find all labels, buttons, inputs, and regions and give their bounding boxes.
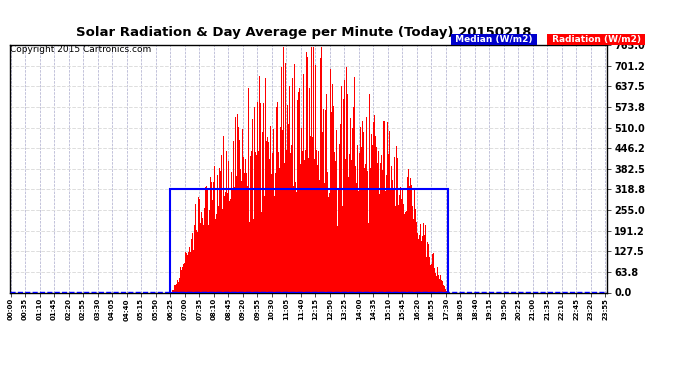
Text: Solar Radiation & Day Average per Minute (Today) 20150218: Solar Radiation & Day Average per Minute… bbox=[76, 26, 531, 39]
Bar bbox=[170, 189, 448, 292]
Text: Copyright 2015 Cartronics.com: Copyright 2015 Cartronics.com bbox=[10, 45, 152, 54]
Text: Radiation (W/m2): Radiation (W/m2) bbox=[549, 35, 644, 44]
Text: Median (W/m2): Median (W/m2) bbox=[452, 35, 535, 44]
